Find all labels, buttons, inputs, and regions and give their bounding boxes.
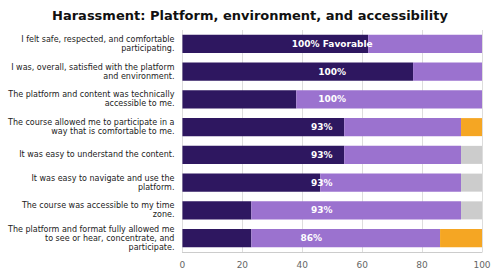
svg-text:100% Favorable: 100% Favorable xyxy=(292,39,373,49)
svg-text:93%: 93% xyxy=(311,150,333,160)
svg-text:and environment.: and environment. xyxy=(103,72,174,81)
svg-text:I was, overall, satisfied with: I was, overall, satisfied with the platf… xyxy=(11,63,174,72)
svg-text:The platform and content was t: The platform and content was technically xyxy=(7,90,174,99)
svg-text:100%: 100% xyxy=(318,94,346,104)
svg-text:0: 0 xyxy=(180,260,186,270)
svg-text:86%: 86% xyxy=(300,233,322,243)
svg-text:80: 80 xyxy=(416,260,428,270)
svg-text:100: 100 xyxy=(473,260,490,270)
svg-text:participate.: participate. xyxy=(129,243,175,252)
svg-text:93%: 93% xyxy=(311,178,333,188)
svg-text:I felt safe, respected, and co: I felt safe, respected, and comfortable xyxy=(21,35,174,44)
svg-text:participating.: participating. xyxy=(121,44,174,53)
svg-text:way that is comfortable to me.: way that is comfortable to me. xyxy=(51,127,174,136)
svg-text:It was easy to understand the: It was easy to understand the content. xyxy=(19,150,174,159)
svg-text:to see or hear, concentrate, a: to see or hear, concentrate, and xyxy=(45,234,174,243)
svg-text:The course was accessible to m: The course was accessible to my time xyxy=(21,201,175,210)
svg-text:93%: 93% xyxy=(311,205,333,215)
svg-text:40: 40 xyxy=(297,260,309,270)
svg-text:93%: 93% xyxy=(311,122,333,132)
svg-text:It was easy to navigate and us: It was easy to navigate and use the xyxy=(31,174,174,183)
svg-text:accessible to me.: accessible to me. xyxy=(105,99,175,108)
svg-text:20: 20 xyxy=(237,260,249,270)
svg-text:100%: 100% xyxy=(318,67,346,77)
svg-text:The course allowed me to parti: The course allowed me to participate in … xyxy=(7,118,175,127)
svg-text:The platform and format fully: The platform and format fully allowed me xyxy=(7,225,175,234)
svg-text:Harassment: Platform, environm: Harassment: Platform, environment, and a… xyxy=(52,8,448,23)
svg-text:60: 60 xyxy=(356,260,368,270)
svg-text:zone.: zone. xyxy=(153,210,175,219)
svg-text:platform.: platform. xyxy=(138,183,175,192)
